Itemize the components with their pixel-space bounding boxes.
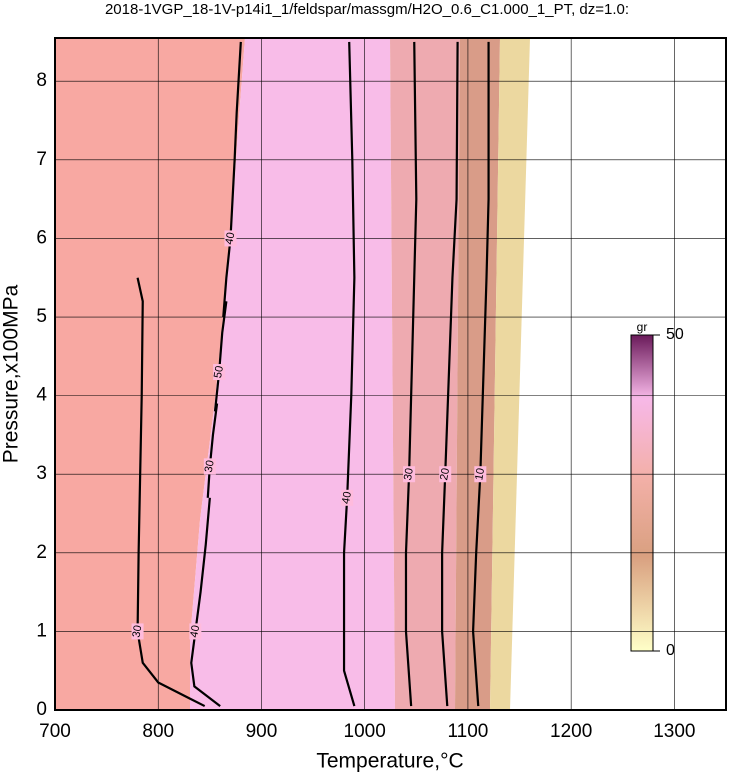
y-tick-label: 7 bbox=[36, 149, 47, 170]
y-tick-label: 8 bbox=[36, 70, 47, 91]
contour-label: 40 bbox=[223, 231, 237, 245]
colorbar-tick-label: 50 bbox=[666, 326, 684, 343]
contour-label-bg bbox=[131, 623, 144, 640]
x-axis-label: Temperature,°C bbox=[316, 750, 463, 773]
colorbar bbox=[630, 334, 654, 652]
contour-line bbox=[206, 403, 219, 498]
field bbox=[55, 38, 726, 710]
x-tick-label: 1100 bbox=[447, 721, 488, 742]
y-tick-label: 1 bbox=[36, 620, 47, 641]
contour-label: 10 bbox=[473, 467, 487, 481]
x-tick-label: 800 bbox=[142, 721, 174, 742]
contour-label: 30 bbox=[203, 459, 217, 473]
contour-label-bg bbox=[213, 364, 226, 381]
y-tick-label: 5 bbox=[36, 306, 47, 327]
contour-label-bg bbox=[403, 466, 416, 483]
contour-line bbox=[213, 301, 228, 412]
colorbar-label: gr bbox=[637, 320, 648, 334]
contour-label: 30 bbox=[131, 624, 145, 638]
contour-label: 40 bbox=[340, 491, 354, 505]
contour-label: 40 bbox=[188, 624, 202, 638]
x-tick-label: 1000 bbox=[344, 721, 386, 742]
contour-label: 30 bbox=[402, 467, 416, 481]
contour-label-bg bbox=[474, 466, 487, 483]
contour-label-bg bbox=[439, 466, 452, 483]
contour-line bbox=[342, 41, 356, 707]
colorbar-tick-label: 0 bbox=[666, 642, 675, 659]
x-tick-label: 700 bbox=[39, 721, 71, 742]
contour-label: 20 bbox=[438, 467, 452, 481]
contour-label-bg bbox=[203, 458, 216, 475]
contour-label: 50 bbox=[212, 365, 226, 379]
y-tick-label: 2 bbox=[36, 542, 47, 563]
chart-title: 2018-1VGP_18-1V-p14i1_1/feldspar/massgm/… bbox=[105, 1, 629, 18]
contour-label-bg bbox=[341, 489, 354, 506]
y-tick-label: 0 bbox=[36, 699, 47, 720]
y-tick-label: 3 bbox=[36, 463, 47, 484]
contour-label-bg bbox=[224, 230, 237, 247]
x-tick-label: 1300 bbox=[653, 721, 695, 742]
contour-label-bg bbox=[189, 623, 202, 640]
y-axis-label: Pressure,x100MPa bbox=[0, 284, 23, 463]
contour-line bbox=[222, 41, 242, 318]
x-tick-label: 900 bbox=[246, 721, 278, 742]
y-tick-label: 4 bbox=[36, 385, 47, 406]
x-tick-label: 1200 bbox=[550, 721, 592, 742]
y-tick-label: 6 bbox=[36, 227, 47, 248]
